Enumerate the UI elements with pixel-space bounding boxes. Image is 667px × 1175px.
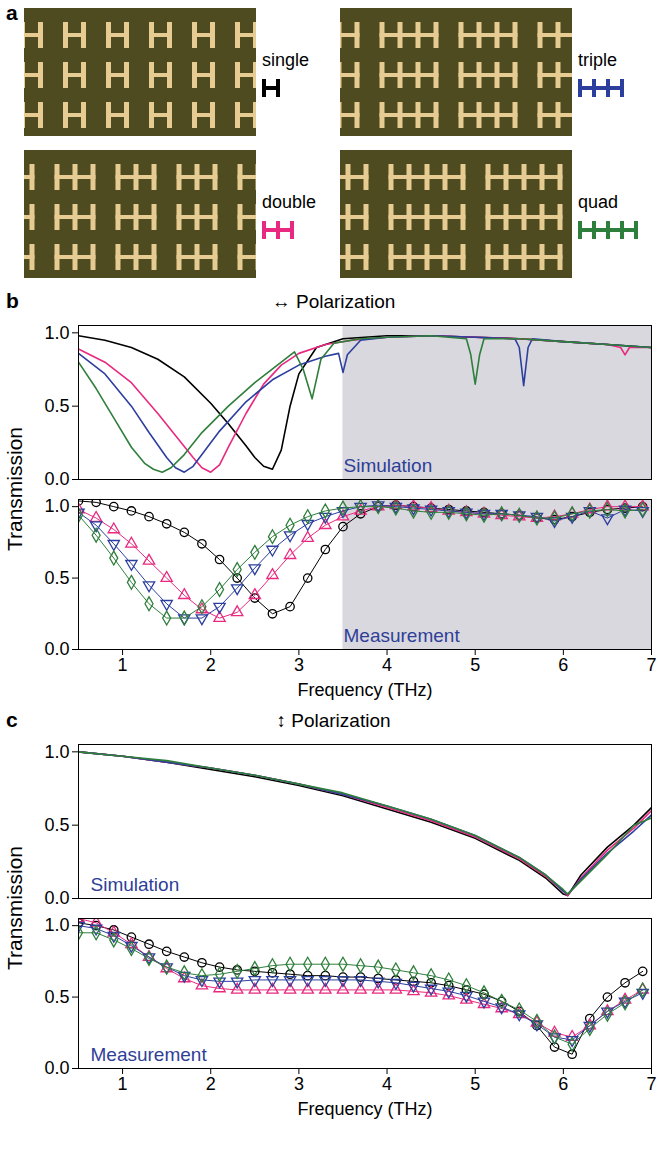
svg-text:2: 2 (206, 655, 216, 675)
html-text:↕ Polarization: ↕ Polarization (276, 710, 391, 731)
html-text:↔ Polarization: ↔ Polarization (271, 291, 396, 312)
svg-text:6: 6 (558, 655, 568, 675)
svg-text:3: 3 (294, 1074, 304, 1094)
html-text:b: b (6, 289, 19, 312)
svg-text:0.0: 0.0 (44, 888, 69, 908)
svg-text:0.0: 0.0 (44, 1058, 69, 1078)
svg-text:0.0: 0.0 (44, 469, 69, 489)
svg-text:a: a (6, 1, 18, 24)
svg-text:triple: triple (578, 50, 617, 70)
svg-text:1.0: 1.0 (44, 496, 69, 516)
svg-text:0.5: 0.5 (44, 568, 69, 588)
svg-text:5: 5 (470, 1074, 480, 1094)
svg-text:Frequency (THz): Frequency (THz) (297, 680, 432, 700)
svg-text:2: 2 (206, 1074, 216, 1094)
svg-text:5: 5 (470, 655, 480, 675)
svg-text:1.0: 1.0 (44, 915, 69, 935)
svg-text:Measurement: Measurement (91, 1044, 208, 1065)
svg-text:quad: quad (578, 192, 618, 212)
svg-text:4: 4 (382, 655, 392, 675)
svg-text:Simulation: Simulation (344, 455, 433, 476)
svg-text:Frequency (THz): Frequency (THz) (297, 1099, 432, 1119)
html-text:Transmission: Transmission (3, 427, 26, 551)
svg-text:Simulation: Simulation (91, 874, 180, 895)
svg-text:1: 1 (118, 1074, 128, 1094)
svg-text:7: 7 (646, 1074, 656, 1094)
svg-text:single: single (262, 50, 309, 70)
svg-text:Measurement: Measurement (344, 625, 461, 646)
svg-text:3: 3 (294, 655, 304, 675)
svg-text:7: 7 (646, 655, 656, 675)
svg-text:1.0: 1.0 (44, 323, 69, 343)
svg-text:1.0: 1.0 (44, 742, 69, 762)
svg-text:4: 4 (382, 1074, 392, 1094)
svg-text:6: 6 (558, 1074, 568, 1094)
svg-text:0.0: 0.0 (44, 639, 69, 659)
svg-text:double: double (262, 192, 316, 212)
html-text:c: c (6, 708, 18, 731)
html-text:Transmission: Transmission (3, 846, 26, 970)
svg-text:0.5: 0.5 (44, 815, 69, 835)
svg-text:1: 1 (118, 655, 128, 675)
svg-text:0.5: 0.5 (44, 987, 69, 1007)
svg-text:0.5: 0.5 (44, 396, 69, 416)
